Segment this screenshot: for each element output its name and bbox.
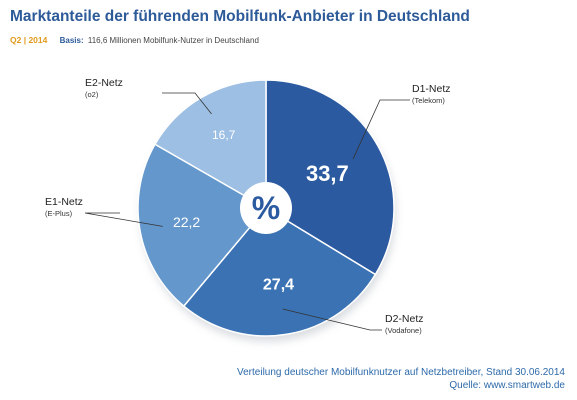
pie-center-hole (240, 182, 292, 234)
center-percent-symbol: % (252, 190, 280, 226)
footer-description: Verteilung deutscher Mobilfunknutzer auf… (237, 367, 565, 378)
chart-subtitle: Q2 | 2014 Basis: 116,6 Millionen Mobilfu… (10, 35, 259, 45)
legend-label-e1-netz: E1-Netz (45, 196, 83, 208)
basis-value: 116,6 Millionen Mobilfunk-Nutzer in Deut… (87, 36, 259, 45)
legend-sublabel-d2-netz: (Vodafone) (385, 326, 422, 335)
pie-slice-d2-netz (182, 207, 377, 337)
chart-title: Marktanteile der führenden Mobilfunk-Anb… (10, 8, 470, 25)
footer-source: Quelle: www.smartweb.de (449, 379, 565, 391)
value-label-e2-netz: 16,7 (212, 128, 236, 142)
value-label-d1-netz: 33,7 (306, 161, 349, 186)
period-label: Q2 | 2014 (10, 35, 48, 45)
callout-line-d1-netz (352, 99, 410, 160)
legend-label-d2-netz: D2-Netz (385, 313, 424, 325)
legend-sublabel-e2-netz: (o2) (85, 90, 99, 99)
pie-slice-d1-netz (265, 79, 395, 276)
legend-sublabel-d1-netz: (Telekom) (412, 96, 445, 105)
legend-label-d1-netz: D1-Netz (412, 83, 451, 95)
pie-slice-e2-netz (153, 79, 267, 210)
legend-label-e2-netz: E2-Netz (85, 77, 123, 89)
legend-sublabel-e1-netz: (E-Plus) (45, 209, 73, 218)
basis-label: Basis: (59, 36, 84, 45)
footer: Verteilung deutscher Mobilfunknutzer auf… (237, 367, 565, 392)
callout-line-e2-netz (162, 92, 212, 115)
value-label-e1-netz: 22,2 (173, 214, 200, 230)
pie-slice-e1-netz (137, 143, 268, 308)
callout-line-e1-netz (84, 212, 163, 227)
value-label-d2-netz: 27,4 (263, 276, 294, 293)
callout-line-d2-netz (282, 308, 382, 331)
